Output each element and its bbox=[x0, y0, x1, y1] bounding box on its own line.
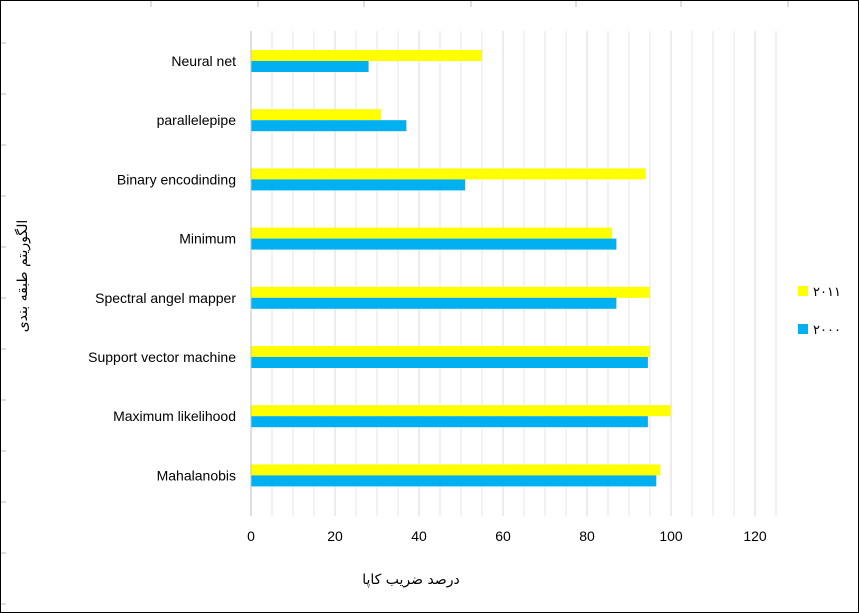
y-axis-title: الگوریتم طبقه بندی bbox=[14, 220, 31, 333]
bar-series-a-5 bbox=[251, 346, 650, 357]
bar-series-b-6 bbox=[251, 416, 648, 428]
bar-series-a-4 bbox=[251, 286, 650, 298]
bar-series-a-2 bbox=[251, 168, 646, 180]
axes bbox=[1, 1, 789, 605]
x-axis-title: درصد ضریب کاپا bbox=[362, 572, 459, 588]
category-label: Maximum likelihood bbox=[113, 408, 236, 424]
bar-series-a-6 bbox=[251, 405, 671, 417]
bar-series-a-1 bbox=[251, 109, 382, 121]
category-label: Mahalanobis bbox=[157, 467, 236, 483]
legend-label-0: ۲۰۱۱ bbox=[813, 285, 841, 300]
bar-series-a-0 bbox=[251, 50, 482, 61]
x-tick-label: 0 bbox=[247, 528, 255, 544]
bar-series-b-4 bbox=[251, 297, 617, 309]
bar-series-b-0 bbox=[251, 61, 369, 72]
bar-series-b-3 bbox=[251, 238, 617, 250]
bar-series-b-7 bbox=[251, 475, 657, 487]
x-tick-label: 100 bbox=[659, 528, 683, 544]
legend-swatch-0 bbox=[798, 286, 808, 296]
x-tick-label: 40 bbox=[411, 528, 427, 544]
category-label: Support vector machine bbox=[88, 349, 236, 365]
labels: Neural net parallelepipe Binary encodindin… bbox=[14, 53, 767, 588]
bar-series-a-7 bbox=[251, 464, 661, 476]
category-label: Binary encodinding bbox=[117, 171, 236, 187]
category-label: Neural net bbox=[171, 53, 236, 69]
bar-series-b-5 bbox=[251, 357, 648, 368]
x-tick-label: 80 bbox=[579, 528, 595, 544]
bars bbox=[251, 50, 671, 487]
gridlines bbox=[250, 31, 777, 516]
bar-series-a-3 bbox=[251, 227, 613, 239]
category-label: Minimum bbox=[179, 231, 236, 247]
category-label: Spectral angel mapper bbox=[95, 290, 236, 306]
bar-series-b-1 bbox=[251, 120, 407, 132]
legend: ۲۰۱۱ ۲۰۰۰ bbox=[798, 285, 841, 338]
legend-swatch-1 bbox=[798, 324, 808, 334]
category-label: parallelepipe bbox=[157, 112, 237, 128]
x-tick-label: 60 bbox=[495, 528, 511, 544]
x-tick-label: 20 bbox=[327, 528, 343, 544]
x-tick-label: 120 bbox=[743, 528, 767, 544]
legend-label-1: ۲۰۰۰ bbox=[813, 323, 841, 338]
bar-series-b-2 bbox=[251, 179, 466, 191]
